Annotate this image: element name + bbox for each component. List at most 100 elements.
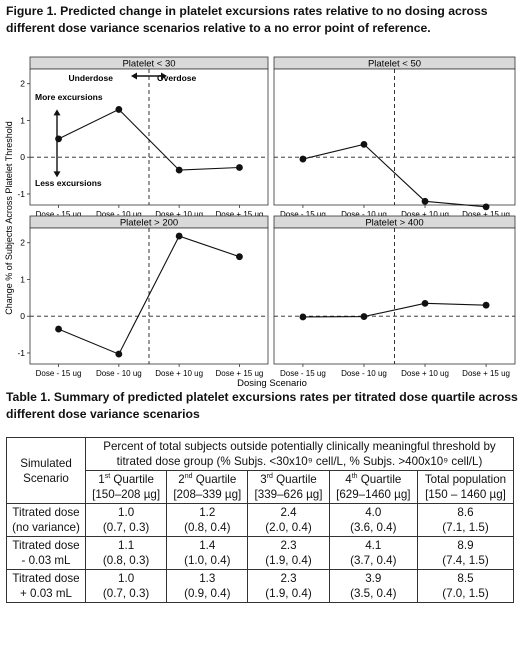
split-percent: (3.7, 0.4) (350, 554, 397, 567)
value-cell: 1.3 (0.9, 0.4) (166, 569, 249, 603)
column-header-title: 4th Quartile (345, 473, 401, 486)
x-tick-label: Dose + 10 ug (155, 369, 203, 378)
dose-range: [208–339 µg] (173, 488, 242, 501)
x-axis-title: Dosing Scenario (237, 378, 307, 389)
value-cell: 1.0 (0.7, 0.3) (84, 569, 168, 603)
quartile-number: 1 (98, 473, 105, 486)
ordinal-suffix: st (104, 473, 111, 481)
value-cell: 2.4 (2.0, 0.4) (247, 503, 330, 537)
ordinal-suffix: rd (266, 473, 273, 481)
dose-range: [150–208 µg] (92, 488, 161, 501)
quartile-number: Total population (424, 473, 507, 486)
panel-title: Platelet > 400 (365, 218, 423, 229)
scenario-sublabel: (no variance) (12, 521, 80, 534)
value-cell: 3.9 (3.5, 0.4) (328, 569, 418, 603)
value-cell: 8.5 (7.0, 1.5) (416, 569, 515, 603)
panel-title: Platelet > 200 (120, 218, 178, 229)
column-header-4: 4th Quartile [629–1460 µg] (328, 470, 418, 504)
table-row: Titrated dose + 0.03 mL 1.0 (0.7, 0.3) 1.3 (0… (6, 569, 515, 603)
y-tick-label: -1 (17, 348, 25, 358)
total-percent: 2.4 (280, 506, 297, 519)
split-percent: (0.8, 0.3) (102, 554, 150, 567)
arrow-left-icon (131, 72, 137, 80)
split-percent: (7.1, 1.5) (442, 521, 489, 534)
split-percent: (7.0, 1.5) (442, 587, 489, 600)
total-percent: 2.3 (280, 539, 297, 552)
split-percent: (0.7, 0.3) (102, 521, 150, 534)
data-point (421, 197, 429, 205)
arrow-up-icon (53, 109, 61, 116)
y-tick-label: 2 (20, 238, 25, 248)
dose-range: [339–626 µg] (254, 488, 323, 501)
series-line (58, 235, 240, 355)
panel-1: Platelet < 30 -1 0 1 2 Dose - 15 ug Dose - 10 … (17, 56, 269, 219)
series-line (302, 302, 487, 318)
scenario-label-cell: Titrated dose + 0.03 mL (6, 569, 86, 603)
total-percent: 3.9 (365, 572, 382, 585)
total-percent: 1.2 (199, 506, 216, 519)
data-point (482, 203, 490, 211)
value-cell: 2.3 (1.9, 0.4) (247, 536, 330, 570)
x-tick-label: Dose - 10 ug (341, 210, 387, 219)
ordinal-suffix: th (351, 473, 358, 481)
data-point (175, 166, 183, 174)
scenario-sublabel: - 0.03 mL (21, 554, 71, 567)
table-row: Titrated dose (no variance) 1.0 (0.7, 0.3) 1… (6, 503, 515, 537)
data-point (299, 313, 307, 321)
data-point (360, 140, 368, 148)
ordinal-suffix: nd (184, 473, 193, 481)
column-header-1: 1st Quartile [150–208 µg] (84, 470, 168, 504)
y-tick-label: 0 (20, 152, 25, 162)
x-tick-label: Dose + 15 ug (462, 369, 510, 378)
panel-2: Platelet < 50 Dose - 15 ug Dose - 10 ug Dos… (273, 56, 516, 219)
split-percent: (1.9, 0.4) (265, 554, 312, 567)
column-header-title: Total population (425, 473, 506, 486)
split-percent: (3.6, 0.4) (350, 521, 397, 534)
panel-4: Platelet > 400 Dose - 15 ug Dose - 10 ug Do… (273, 215, 516, 378)
split-percent: (0.7, 0.3) (102, 587, 150, 600)
scenario-label: Titrated dose (12, 539, 80, 552)
panel-3: Platelet > 200 -1 0 1 2 Dose - 15 ug Dose - 10… (17, 215, 269, 378)
data-point (115, 106, 123, 113)
dose-range: [629–1460 µg] (336, 488, 411, 501)
y-tick-label: 1 (20, 115, 25, 125)
column-header-title: 2nd Quartile (178, 473, 236, 486)
scenario-label: Titrated dose (12, 572, 80, 585)
x-tick-label: Dose + 10 ug (401, 369, 449, 378)
y-tick-label: 1 (20, 274, 25, 284)
quartile-number: 3 (260, 473, 267, 486)
scenario-sublabel: + 0.03 mL (20, 587, 72, 600)
panel-title: Platelet < 50 (368, 59, 421, 70)
total-percent: 1.0 (118, 506, 135, 519)
total-percent: 1.0 (118, 572, 135, 585)
results-table: Simulated Scenario Percent of total subj… (6, 437, 515, 603)
scenario-label-cell: Titrated dose (no variance) (6, 503, 86, 537)
quartile-word: Quartile (110, 473, 154, 486)
split-percent: (0.8, 0.4) (184, 521, 231, 534)
x-tick-label: Dose + 15 ug (216, 210, 264, 219)
total-percent: 8.5 (457, 572, 474, 585)
split-percent: (3.5, 0.4) (350, 587, 397, 600)
split-percent: (2.0, 0.4) (265, 521, 312, 534)
x-tick-label: Dose - 10 ug (96, 369, 142, 378)
underdose-label: Underdose (69, 73, 114, 83)
column-header-row: 1st Quartile [150–208 µg] 2nd Quartile [208… (7, 470, 515, 504)
x-tick-label: Dose - 10 ug (341, 369, 387, 378)
y-tick-label: 0 (20, 311, 25, 321)
x-tick-label: Dose + 10 ug (401, 210, 449, 219)
x-tick-label: Dose + 10 ug (155, 210, 203, 219)
column-header-5: Total population [150 – 1460 µg] (416, 470, 515, 504)
y-tick-label: 2 (20, 79, 25, 89)
less-excursions-label: Less excursions (35, 178, 102, 188)
span-header-cell: Percent of total subjects outside potent… (85, 437, 514, 471)
x-tick-label: Dose + 15 ug (462, 210, 510, 219)
overdose-label: Overdose (157, 73, 196, 83)
scenario-label: Titrated dose (12, 506, 80, 519)
value-cell: 1.0 (0.7, 0.3) (84, 503, 168, 537)
table-caption: Table 1. Summary of predicted platelet e… (6, 390, 518, 421)
x-tick-label: Dose - 15 ug (280, 369, 326, 378)
data-point (482, 301, 490, 309)
x-tick-label: Dose - 15 ug (280, 210, 326, 219)
data-point (115, 350, 123, 358)
row-header-cell: Simulated Scenario (6, 437, 86, 504)
